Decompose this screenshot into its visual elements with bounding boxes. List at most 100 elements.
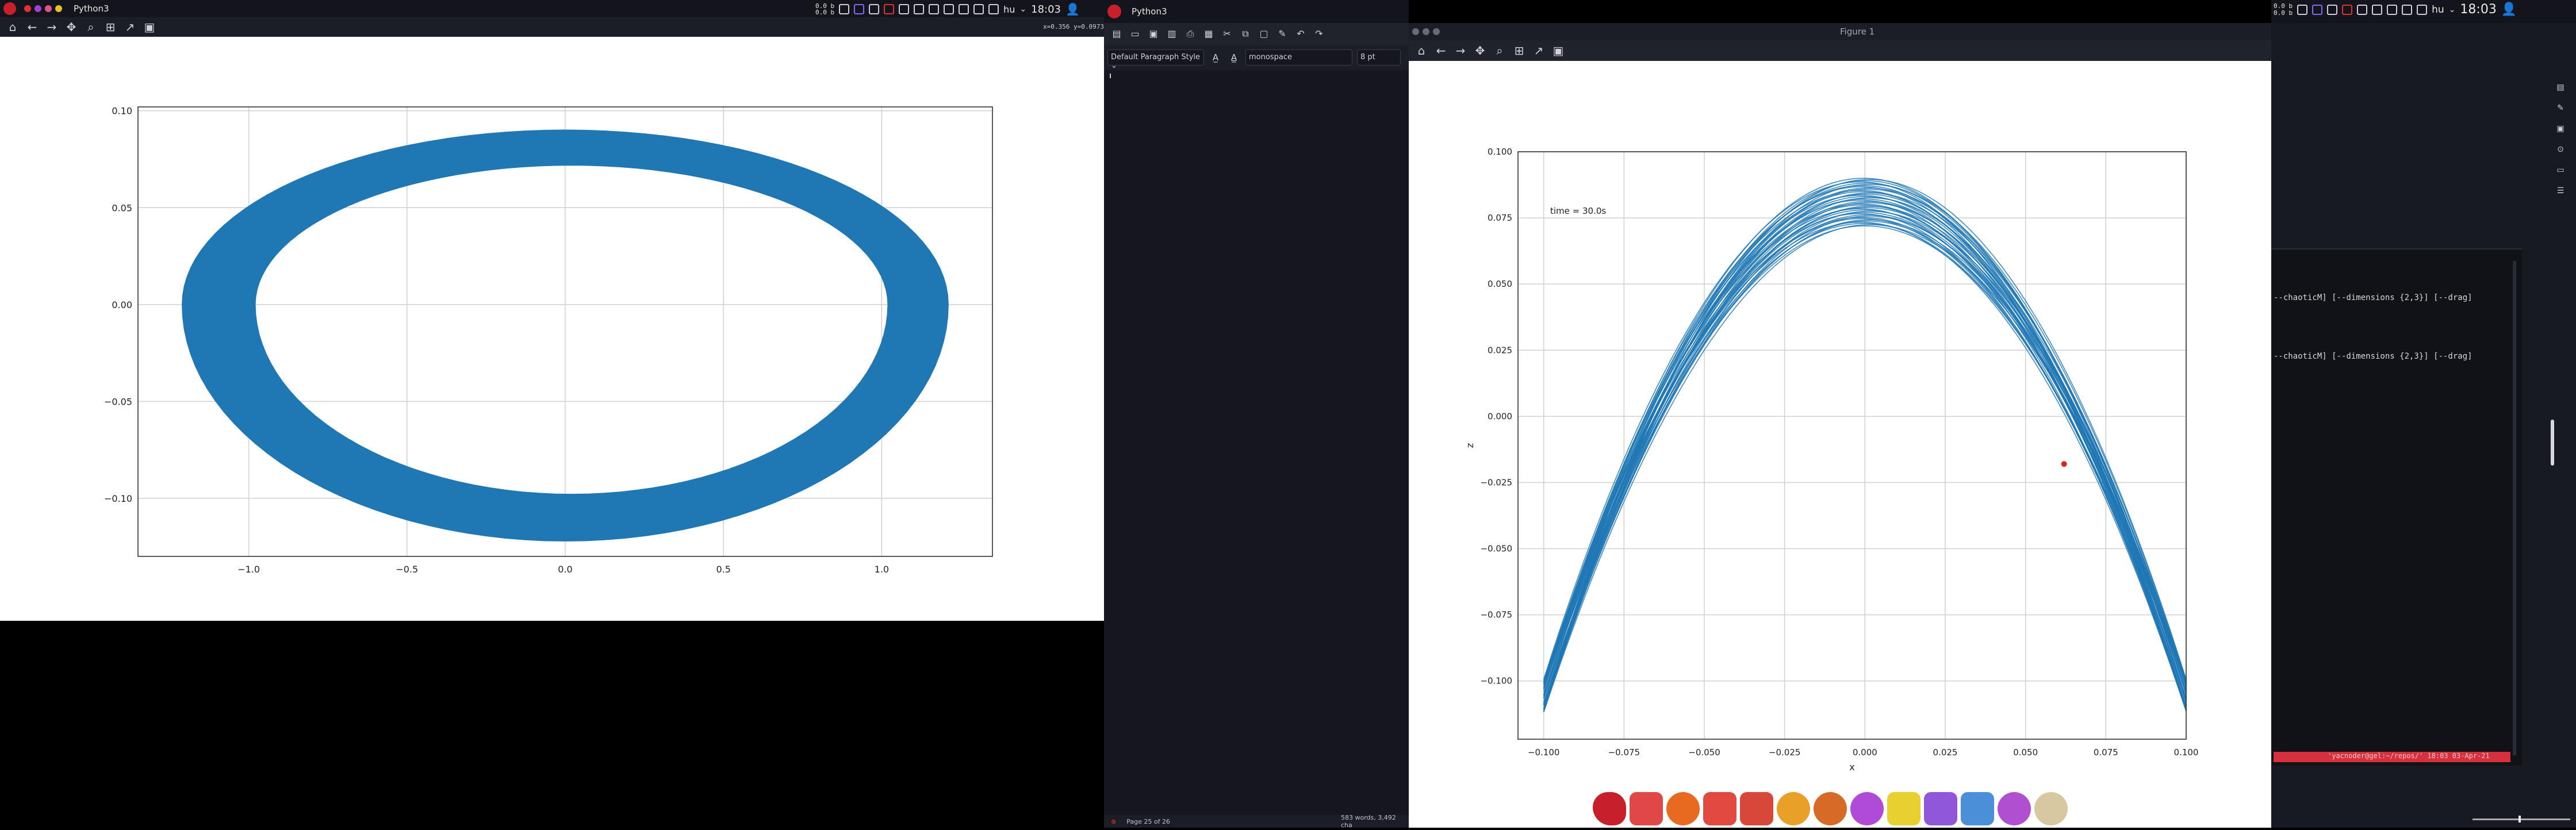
close-icon[interactable]: ⊗	[1111, 817, 1117, 825]
zoom-icon[interactable]: ⌕	[1496, 44, 1503, 57]
font-name-select[interactable]: monospace	[1245, 49, 1352, 66]
tray-icon[interactable]	[2417, 4, 2428, 15]
gear-icon[interactable]	[1850, 792, 1884, 825]
update-style-icon[interactable]: A̲	[1212, 52, 1219, 63]
tray-icon[interactable]	[2342, 4, 2353, 15]
workspace-dots[interactable]	[24, 5, 62, 12]
zoom-slider[interactable]	[2472, 816, 2570, 823]
firefox-icon[interactable]	[1666, 792, 1700, 825]
figure-matplotlib-toolbar: ⌂ ← → ✥ ⌕ ⊞ ↗ ▣	[1409, 40, 2271, 61]
paste-icon[interactable]: ▢	[1259, 28, 1268, 39]
print-icon[interactable]: ⎙	[1186, 28, 1194, 39]
home-icon[interactable]: ⌂	[1417, 44, 1425, 57]
copy-icon[interactable]: ⧉	[1242, 28, 1249, 39]
window-controls[interactable]	[1412, 28, 1440, 35]
dock-app-icon[interactable]	[1593, 792, 1626, 825]
save-icon[interactable]: ▣	[1552, 44, 1564, 57]
chevron-down-icon[interactable]: ⌄	[2448, 5, 2456, 14]
sidebar-page-icon[interactable]: ▭	[2556, 166, 2564, 175]
tray-icon[interactable]	[2297, 4, 2308, 15]
pan-icon[interactable]: ✥	[1475, 44, 1485, 57]
redo-icon[interactable]: ↷	[1315, 28, 1323, 39]
sidebar-styles-icon[interactable]: ✎	[2557, 103, 2564, 113]
tray-icon[interactable]	[869, 4, 880, 14]
home-icon[interactable]: ⌂	[9, 20, 17, 34]
current-position-marker	[2061, 461, 2067, 467]
file-manager-icon[interactable]	[1703, 792, 1736, 825]
terminal-window[interactable]: --chaoticM] [--dimensions {2,3}] [--drag…	[2271, 248, 2522, 766]
x-tick-label: 0.0	[558, 564, 572, 575]
paragraph-style-select[interactable]: Default Paragraph Style ⌄	[1107, 49, 1204, 70]
export-pdf-icon[interactable]: ▥	[1167, 28, 1176, 39]
save-icon[interactable]: ▣	[144, 20, 155, 34]
dock-app-icon[interactable]	[1924, 792, 1957, 825]
net-speed: 0.0 b 0.0 b	[2274, 2, 2293, 17]
edit-axis-icon[interactable]: ↗	[1534, 44, 1544, 57]
user-icon[interactable]: 👤	[2501, 2, 2517, 17]
trajectory-line	[1543, 179, 2187, 710]
edit-axis-icon[interactable]: ↗	[125, 20, 135, 34]
sidebar-navigator-icon[interactable]: ⊙	[2557, 145, 2564, 154]
tray-icon[interactable]	[2357, 4, 2368, 15]
tray-icon[interactable]	[973, 4, 984, 14]
tray-icon[interactable]	[944, 4, 954, 14]
tray-icon[interactable]	[914, 4, 925, 14]
terminal-scrollbar[interactable]	[2513, 261, 2516, 755]
writer-status-bar: ⊗ Page 25 of 26 583 words, 3,492 cha	[1104, 814, 1409, 829]
settings-gear-icon[interactable]	[1814, 792, 1847, 825]
parabola-trajectory-plot: −0.100 −0.075 −0.050 −0.025 0.000 0.025 0.050 0…	[1465, 147, 2198, 773]
tray-icon[interactable]	[2387, 4, 2398, 15]
volume-icon[interactable]	[2402, 4, 2413, 15]
figure-canvas[interactable]: −0.100 −0.075 −0.050 −0.025 0.000 0.025 0.050 0…	[1409, 61, 2271, 828]
system-monitor-icon[interactable]	[1740, 792, 1773, 825]
left-matplotlib-toolbar: ⌂ ← → ✥ ⌕ ⊞ ↗ ▣ x=0.356 y=0.0973	[0, 17, 1104, 37]
chevron-down-icon[interactable]: ⌄	[1019, 5, 1027, 14]
dock-app-icon[interactable]	[1998, 792, 2031, 825]
tray-icon[interactable]	[884, 4, 895, 14]
font-size-select[interactable]: 8 pt	[1357, 49, 1401, 66]
user-icon[interactable]: 👤	[1065, 2, 1080, 16]
pan-icon[interactable]: ✥	[66, 20, 76, 34]
tray-icon[interactable]	[2372, 4, 2383, 15]
clone-format-icon[interactable]: ✎	[1278, 28, 1286, 39]
volume-icon[interactable]	[959, 4, 969, 14]
sidebar-manage-icon[interactable]: ☰	[2556, 186, 2564, 195]
trajectory-line	[1543, 178, 2187, 700]
save-icon[interactable]: ▣	[1149, 28, 1158, 39]
left-figure-canvas[interactable]: −1.0 −0.5 0.0 0.5 1.0 0.10 0.05 0.00 −0.05 −0.10	[0, 37, 1104, 621]
zoom-icon[interactable]: ⌕	[87, 20, 94, 34]
tray-icon[interactable]	[899, 4, 910, 14]
dock-app-icon[interactable]	[1887, 792, 1920, 825]
disk-usage-icon[interactable]	[1777, 792, 1810, 825]
forward-arrow-icon[interactable]: →	[1455, 44, 1466, 57]
undo-icon[interactable]: ↶	[1297, 28, 1305, 39]
keyboard-layout[interactable]: hu	[2432, 3, 2444, 16]
app-menu-icon[interactable]	[1107, 5, 1121, 18]
cut-icon[interactable]: ✂	[1223, 28, 1231, 39]
preview-icon[interactable]: ▦	[1204, 28, 1213, 39]
new-style-icon[interactable]: A̳	[1230, 52, 1237, 63]
writer-document-area[interactable]	[1104, 70, 1409, 815]
right-vertical-scrollbar[interactable]	[2551, 420, 2554, 466]
tray-icon[interactable]	[2312, 4, 2323, 15]
tray-icon[interactable]	[854, 4, 865, 14]
keyboard-layout[interactable]: hu	[1003, 3, 1015, 15]
terminal-output-line: --chaoticM] [--dimensions {2,3}] [--drag…	[2274, 352, 2472, 361]
terminal-icon[interactable]	[1630, 792, 1663, 825]
forward-arrow-icon[interactable]: →	[47, 20, 57, 34]
tray-icon[interactable]	[839, 4, 850, 14]
tray-icon[interactable]	[929, 4, 940, 14]
tray-icon[interactable]	[2327, 4, 2338, 15]
back-arrow-icon[interactable]: ←	[27, 20, 37, 34]
configure-subplots-icon[interactable]: ⊞	[1514, 44, 1524, 57]
open-icon[interactable]: ▭	[1130, 28, 1140, 39]
dock-app-icon[interactable]	[1961, 792, 1994, 825]
back-arrow-icon[interactable]: ←	[1436, 44, 1446, 57]
new-document-icon[interactable]: ▤	[1112, 28, 1121, 39]
sidebar-gallery-icon[interactable]: ▣	[2556, 124, 2564, 133]
app-menu-icon[interactable]	[3, 2, 16, 15]
tray-icon[interactable]	[988, 4, 999, 14]
configure-subplots-icon[interactable]: ⊞	[105, 20, 116, 34]
sidebar-properties-icon[interactable]: ▤	[2556, 83, 2564, 92]
dock-app-icon[interactable]	[2034, 792, 2068, 825]
